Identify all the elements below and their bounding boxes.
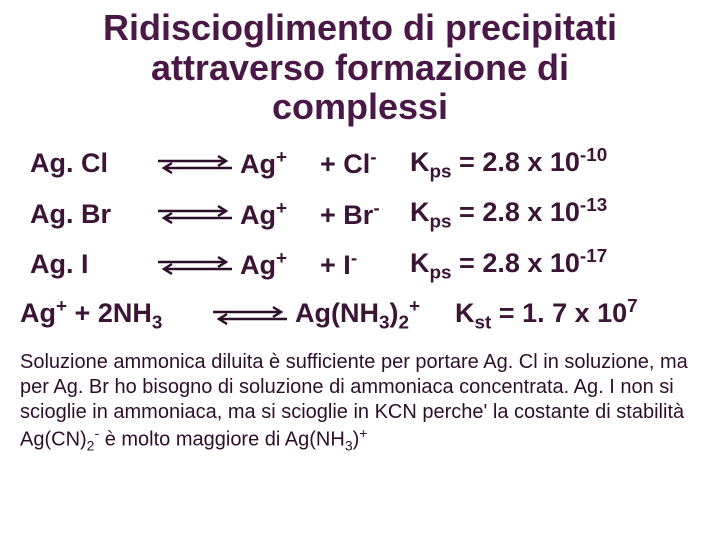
anion-charge: - <box>373 198 379 219</box>
title-line-3: complessi <box>272 86 448 127</box>
k-label: K <box>410 147 430 177</box>
cation-charge: + <box>276 248 287 269</box>
title-line-2: attraverso formazione di <box>151 47 569 88</box>
complex-equation: Ag+ + 2NH3 Ag(NH3)2+ Kst = 1. 7 x 107 <box>20 296 700 334</box>
k-sub: st <box>475 312 492 333</box>
note-text-2: è molto maggiore di Ag(NH <box>99 429 345 451</box>
cation-symbol: Ag <box>240 200 276 230</box>
k-value: Kps = 2.8 x 10-17 <box>410 246 700 284</box>
equation-list: Ag. Cl Ag+ + Cl- Kps = 2.8 x 10-10 <box>30 145 700 284</box>
plus-sign: + <box>320 200 336 230</box>
k-num: 2.8 x 10 <box>482 197 580 227</box>
note-sub-2: 3 <box>345 438 353 454</box>
k-exp: 7 <box>627 296 638 317</box>
reactant: Ag. Cl <box>30 148 150 179</box>
product-anion: + Cl- <box>320 147 410 180</box>
equilibrium-arrow-icon <box>205 305 295 325</box>
cation-symbol: Ag <box>240 250 276 280</box>
eq-sign: = <box>452 197 483 227</box>
complex-k: Kst = 1. 7 x 107 <box>455 296 700 334</box>
ag-charge: + <box>56 296 67 317</box>
k-label: K <box>455 298 475 328</box>
complex-left: Ag+ + 2NH3 <box>20 296 205 334</box>
product-cation: Ag+ <box>240 198 320 231</box>
slide: Ridiscioglimento di precipitati attraver… <box>0 0 720 540</box>
product-anion: + I- <box>320 248 410 281</box>
k-label: K <box>410 197 430 227</box>
anion-symbol: I <box>343 250 351 280</box>
prod-charge: + <box>409 296 420 317</box>
reactant: Ag. I <box>30 249 150 280</box>
product-cation: Ag+ <box>240 248 320 281</box>
anion-charge: - <box>370 147 376 168</box>
anion-symbol: Br <box>343 200 373 230</box>
cation-charge: + <box>276 147 287 168</box>
k-sub: ps <box>430 161 452 182</box>
equation-row: Ag. Br Ag+ + Br- Kps = 2.8 x 10-13 <box>30 195 700 233</box>
nh3-sub: 3 <box>152 312 163 333</box>
complex-product: Ag(NH3)2+ <box>295 296 455 334</box>
prod-mid: ) <box>390 298 399 328</box>
equilibrium-arrow-icon <box>150 255 240 275</box>
k-exp: -17 <box>580 246 607 267</box>
eq-sign: = <box>452 248 483 278</box>
slide-title: Ridiscioglimento di precipitati attraver… <box>20 8 700 127</box>
prod-sub2: 2 <box>399 312 410 333</box>
note-sup-2: + <box>359 425 367 441</box>
anion-charge: - <box>351 248 357 269</box>
plus-sign: + <box>320 250 336 280</box>
k-sub: ps <box>430 212 452 233</box>
plus-sign: + <box>320 149 336 179</box>
plus-nh3: + 2NH <box>67 298 152 328</box>
k-num: 1. 7 x 10 <box>522 298 627 328</box>
equilibrium-arrow-icon <box>150 204 240 224</box>
equation-row: Ag. I Ag+ + I- Kps = 2.8 x 10-17 <box>30 246 700 284</box>
product-anion: + Br- <box>320 198 410 231</box>
title-line-1: Ridiscioglimento di precipitati <box>103 7 617 48</box>
cation-symbol: Ag <box>240 149 276 179</box>
k-sub: ps <box>430 262 452 283</box>
k-num: 2.8 x 10 <box>482 248 580 278</box>
eq-sign: = <box>491 298 522 328</box>
prod-sub1: 3 <box>379 312 390 333</box>
k-num: 2.8 x 10 <box>482 147 580 177</box>
equilibrium-arrow-icon <box>150 154 240 174</box>
equation-row: Ag. Cl Ag+ + Cl- Kps = 2.8 x 10-10 <box>30 145 700 183</box>
product-cation: Ag+ <box>240 147 320 180</box>
prod-pre: Ag(NH <box>295 298 379 328</box>
k-exp: -10 <box>580 145 607 166</box>
anion-symbol: Cl <box>343 149 370 179</box>
reactant: Ag. Br <box>30 199 150 230</box>
explanatory-note: Soluzione ammonica diluita è sufficiente… <box>20 350 700 455</box>
k-exp: -13 <box>580 195 607 216</box>
cation-charge: + <box>276 198 287 219</box>
eq-sign: = <box>452 147 483 177</box>
k-value: Kps = 2.8 x 10-10 <box>410 145 700 183</box>
k-label: K <box>410 248 430 278</box>
k-value: Kps = 2.8 x 10-13 <box>410 195 700 233</box>
ag-symbol: Ag <box>20 298 56 328</box>
